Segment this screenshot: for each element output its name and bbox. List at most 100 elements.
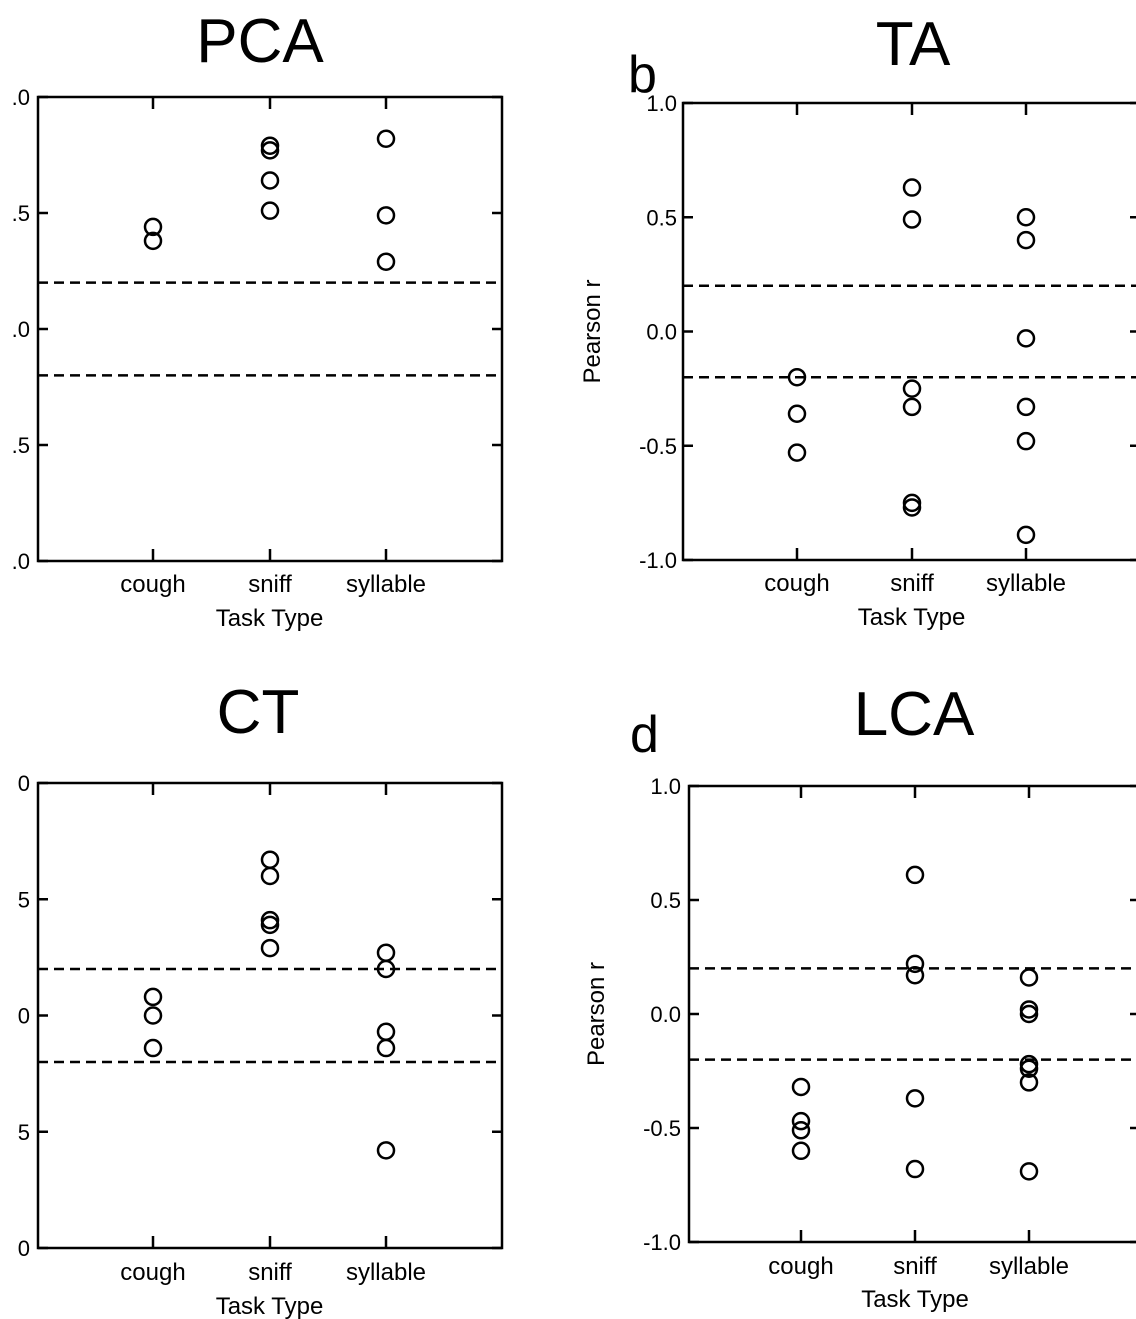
data-point-sniff xyxy=(260,850,280,869)
plot-frame xyxy=(36,95,504,563)
x-tick-label-sniff: sniff xyxy=(248,571,292,598)
y-axis-title: Pearson r xyxy=(579,279,606,383)
data-point-syllable xyxy=(1016,329,1036,348)
data-point-syllable xyxy=(1019,1073,1039,1092)
y-tick-label: -0.5 xyxy=(639,434,677,459)
x-tick-label-cough: cough xyxy=(120,1259,185,1286)
data-point-sniff xyxy=(902,498,922,517)
plot-frame xyxy=(687,784,1136,1244)
chart-title: LCA xyxy=(854,680,975,749)
panel-letter: b xyxy=(628,46,657,104)
data-point-syllable xyxy=(376,129,396,149)
data-point-syllable xyxy=(1016,230,1036,250)
x-tick-label-syllable: syllable xyxy=(986,570,1066,597)
data-point-cough xyxy=(791,1121,811,1140)
x-axis-title: Task Type xyxy=(216,605,324,632)
x-tick-label-sniff: sniff xyxy=(248,1259,292,1286)
data-point-syllable xyxy=(1016,208,1036,227)
data-point-cough xyxy=(791,1077,811,1097)
data-point-syllable xyxy=(1016,397,1036,417)
y-tick-label: .5 xyxy=(12,201,30,226)
y-tick-label: .0 xyxy=(12,85,30,110)
y-tick-label: 0.5 xyxy=(646,205,677,230)
chart-panel-a: PCA .0 .5 .0 .5 .0 cough sniff syllable Task Type xyxy=(12,7,504,632)
data-point-syllable xyxy=(1019,1004,1039,1024)
data-point-sniff xyxy=(905,954,925,974)
data-point-sniff xyxy=(902,178,922,197)
y-tick-label: .5 xyxy=(12,433,30,458)
y-tick-label: 0 xyxy=(18,1236,30,1261)
data-point-cough xyxy=(143,1006,163,1025)
data-point-cough xyxy=(143,987,163,1007)
data-point-syllable xyxy=(376,1038,396,1058)
y-tick-label: .0 xyxy=(12,549,30,574)
chart-panel-c: CT 0 5 0 5 0 cough sniff syllable Task Type xyxy=(18,678,504,1319)
data-point-sniff xyxy=(260,141,280,160)
data-point-cough xyxy=(791,1141,811,1161)
data-point-sniff xyxy=(905,1159,925,1179)
x-tick-label-cough: cough xyxy=(764,570,829,597)
y-tick-label: 0.0 xyxy=(646,320,677,345)
data-point-syllable xyxy=(376,959,396,979)
data-point-syllable xyxy=(1019,1162,1039,1181)
data-point-sniff xyxy=(905,965,925,985)
data-point-cough xyxy=(143,231,163,251)
y-tick-label: -1.0 xyxy=(639,548,677,573)
data-point-syllable xyxy=(376,1141,396,1160)
data-point-cough xyxy=(787,443,807,462)
data-point-syllable xyxy=(376,943,396,962)
chart-title: TA xyxy=(876,10,951,79)
y-tick-label: -0.5 xyxy=(643,1116,681,1141)
x-tick-label-syllable: syllable xyxy=(989,1253,1069,1280)
y-tick-label: 0.0 xyxy=(650,1002,681,1027)
data-point-sniff xyxy=(905,1089,925,1108)
x-axis-title: Task Type xyxy=(858,604,966,631)
data-point-sniff xyxy=(902,210,922,229)
data-point-syllable xyxy=(376,206,396,225)
data-point-cough xyxy=(787,367,807,387)
x-tick-label-syllable: syllable xyxy=(346,571,426,598)
x-tick-label-sniff: sniff xyxy=(890,570,934,597)
y-tick-label: -1.0 xyxy=(643,1230,681,1255)
chart-title: PCA xyxy=(196,7,324,76)
data-point-syllable xyxy=(376,1022,396,1042)
data-point-cough xyxy=(143,217,163,237)
data-point-sniff xyxy=(902,379,922,398)
data-point-syllable xyxy=(1019,1059,1039,1078)
data-point-cough xyxy=(143,1038,163,1058)
y-tick-label: 0 xyxy=(18,771,30,796)
x-tick-label-cough: cough xyxy=(768,1253,833,1280)
y-tick-label: .0 xyxy=(12,317,30,342)
y-axis-title: Pearson r xyxy=(583,962,610,1066)
x-tick-label-sniff: sniff xyxy=(893,1253,937,1280)
data-point-syllable xyxy=(1016,525,1036,545)
data-point-sniff xyxy=(260,915,280,935)
y-tick-label: 5 xyxy=(18,1120,30,1145)
data-point-cough xyxy=(791,1111,811,1131)
data-point-sniff xyxy=(260,201,280,220)
data-point-sniff xyxy=(905,865,925,885)
y-tick-label: 5 xyxy=(18,887,30,912)
data-point-cough xyxy=(787,404,807,424)
data-point-sniff xyxy=(260,938,280,958)
plot-frame xyxy=(681,101,1136,562)
x-tick-label-cough: cough xyxy=(120,571,185,598)
panel-letter: d xyxy=(630,706,659,764)
data-point-sniff xyxy=(902,397,922,417)
data-point-syllable xyxy=(376,252,396,271)
x-axis-title: Task Type xyxy=(216,1293,324,1319)
chart-panel-d: LCA d 1.0 0.5 0.0 -0.5 -1.0 cough sniff syllable T… xyxy=(583,680,1136,1313)
data-point-syllable xyxy=(1016,431,1036,451)
x-tick-label-syllable: syllable xyxy=(346,1259,426,1286)
y-tick-label: 1.0 xyxy=(646,91,677,116)
y-tick-label: 0 xyxy=(18,1004,30,1029)
data-point-sniff xyxy=(260,171,280,190)
data-point-syllable xyxy=(1019,968,1039,987)
x-axis-title: Task Type xyxy=(861,1286,969,1313)
y-tick-label: 0.5 xyxy=(650,888,681,913)
chart-title: CT xyxy=(217,678,300,747)
chart-panel-b: TA b1.0 0.5 0.0 -0.5 -1.0 cough sniff syllable Ta… xyxy=(579,10,1136,631)
data-point-sniff xyxy=(260,866,280,886)
y-tick-label: 1.0 xyxy=(650,774,681,799)
